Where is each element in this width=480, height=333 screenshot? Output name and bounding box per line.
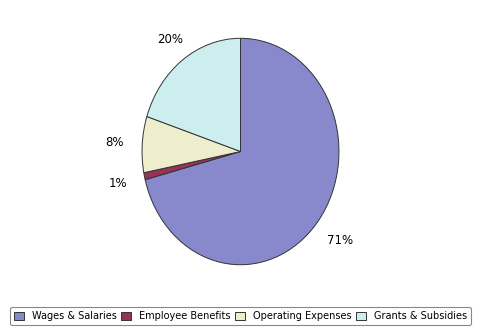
Wedge shape (146, 38, 240, 152)
Wedge shape (144, 152, 240, 180)
Text: 71%: 71% (326, 234, 352, 247)
Text: 8%: 8% (105, 136, 124, 149)
Text: 1%: 1% (108, 176, 127, 189)
Legend: Wages & Salaries, Employee Benefits, Operating Expenses, Grants & Subsidies: Wages & Salaries, Employee Benefits, Ope… (10, 307, 470, 325)
Text: 20%: 20% (156, 33, 182, 46)
Wedge shape (142, 117, 240, 173)
Wedge shape (145, 38, 338, 265)
